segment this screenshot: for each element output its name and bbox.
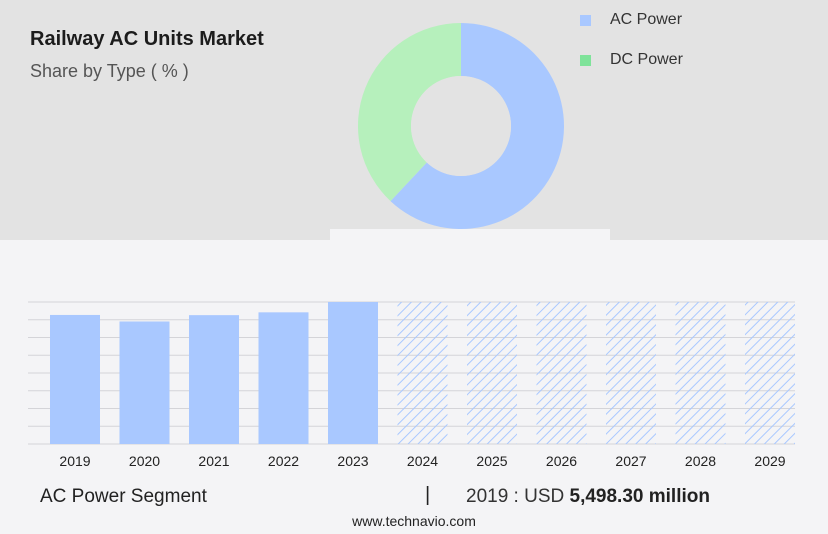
x-tick-2027: 2027 [615, 453, 646, 469]
legend-label-dc-power: DC Power [610, 51, 683, 68]
segment-value: 2019 : USD 5,498.30 million [466, 486, 710, 508]
forecast-bar-2024 [397, 302, 448, 444]
panel-edge [330, 229, 610, 240]
segment-value-amount: 5,498.30 million [569, 486, 710, 507]
bar-2022 [258, 312, 309, 444]
legend: AC Power DC Power [580, 10, 683, 90]
x-tick-2021: 2021 [198, 453, 229, 469]
bar-2020 [119, 321, 170, 444]
forecast-bar-2026 [536, 302, 587, 444]
chart-title: Railway AC Units Market [30, 28, 264, 50]
bar-2019 [50, 314, 100, 444]
source-url: www.technavio.com [352, 513, 476, 529]
bar-2023 [328, 302, 378, 444]
x-tick-2022: 2022 [268, 453, 299, 469]
legend-item-dc-power: DC Power [580, 50, 683, 70]
x-tick-2019: 2019 [59, 453, 90, 469]
x-tick-2029: 2029 [754, 453, 785, 469]
donut-hole [411, 76, 511, 176]
donut-slice-dc-power [358, 23, 461, 202]
donut-slice-ac-power [390, 23, 564, 229]
chart-subtitle: Share by Type ( % ) [30, 61, 189, 81]
legend-swatch-dc-power [580, 54, 591, 66]
donut-chart [330, 23, 610, 240]
segment-year-label: 2019 : USD [466, 486, 565, 507]
x-tick-2028: 2028 [685, 453, 716, 469]
x-tick-2024: 2024 [407, 453, 438, 469]
bar-2021 [189, 315, 239, 444]
x-tick-2025: 2025 [476, 453, 507, 469]
forecast-bar-2025 [467, 302, 517, 444]
forecast-bar-2027 [606, 302, 656, 444]
legend-swatch-ac-power [580, 14, 591, 26]
forecast-bar-2029 [745, 302, 795, 444]
forecast-bar-2028 [675, 302, 726, 444]
x-tick-2020: 2020 [129, 453, 160, 469]
footer-separator: | [425, 484, 431, 506]
legend-item-ac-power: AC Power [580, 10, 683, 30]
bar-chart: 2019 2020 2021 2022 2023 2024 2025 2026 2027 2028… [28, 301, 795, 469]
legend-label-ac-power: AC Power [610, 11, 683, 28]
segment-label: AC Power Segment [40, 486, 207, 507]
x-tick-2023: 2023 [337, 453, 368, 469]
x-tick-2026: 2026 [546, 453, 577, 469]
